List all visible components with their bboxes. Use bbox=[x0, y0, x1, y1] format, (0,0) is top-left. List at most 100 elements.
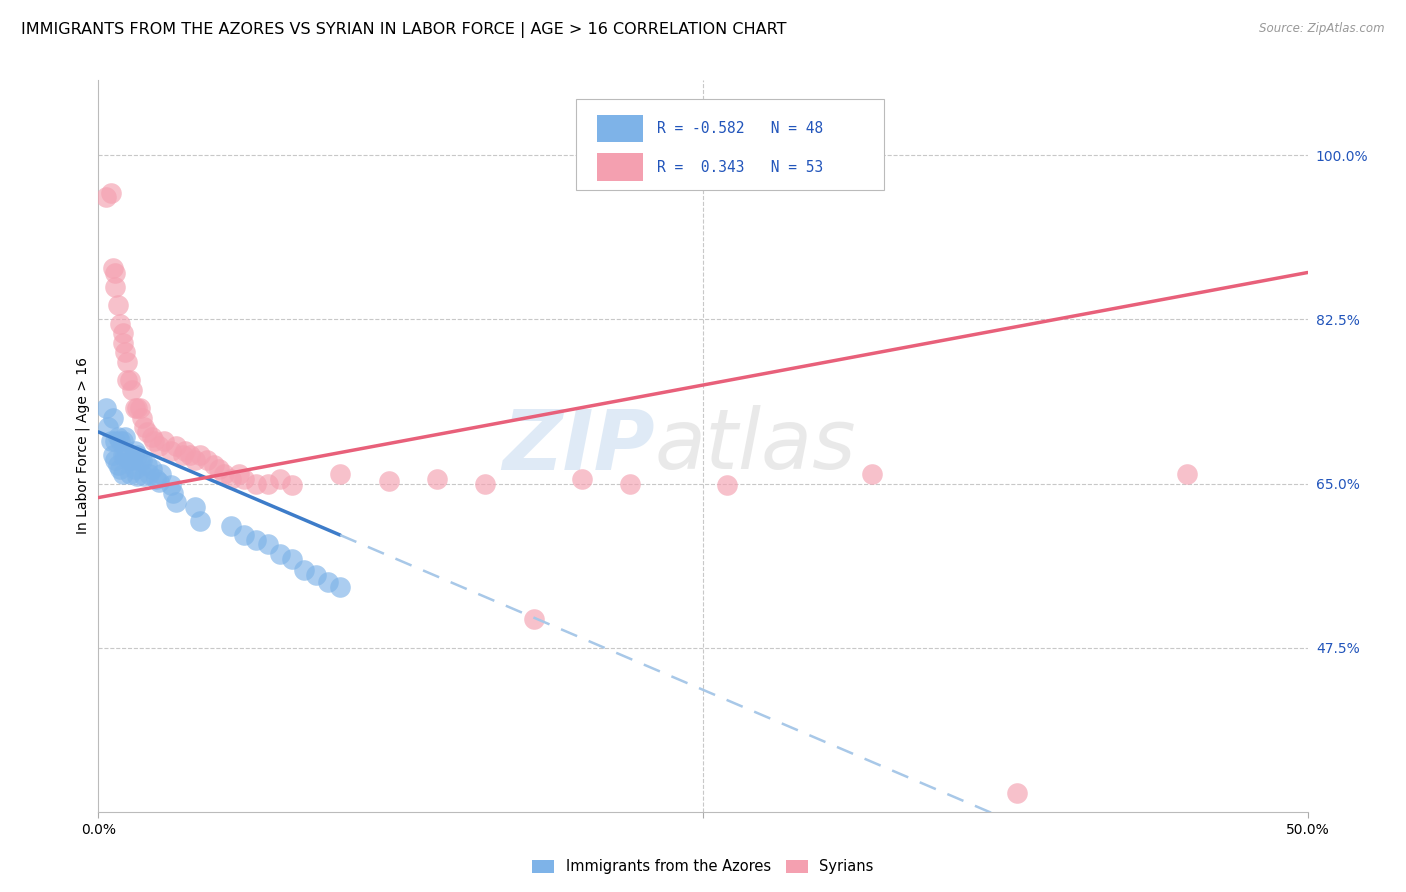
Point bbox=[1007, 786, 1029, 800]
Point bbox=[245, 533, 267, 547]
Point bbox=[101, 260, 124, 275]
Point bbox=[269, 472, 291, 486]
Point bbox=[117, 449, 139, 463]
Point bbox=[108, 434, 131, 449]
Point bbox=[108, 317, 131, 331]
Point bbox=[165, 439, 187, 453]
Legend: Immigrants from the Azores, Syrians: Immigrants from the Azores, Syrians bbox=[527, 854, 879, 880]
Point bbox=[114, 449, 136, 463]
Point bbox=[121, 453, 143, 467]
Point bbox=[245, 476, 267, 491]
Point bbox=[1175, 467, 1198, 482]
Point bbox=[107, 429, 129, 443]
Point bbox=[571, 472, 593, 486]
Text: ZIP: ZIP bbox=[502, 406, 655, 486]
Point bbox=[208, 462, 231, 476]
Point bbox=[117, 354, 139, 368]
Point bbox=[104, 434, 127, 449]
Point bbox=[127, 401, 149, 416]
Point bbox=[329, 580, 352, 594]
Point bbox=[114, 345, 136, 359]
Point bbox=[141, 462, 163, 476]
Point bbox=[212, 467, 235, 482]
Text: R = -0.582   N = 48: R = -0.582 N = 48 bbox=[657, 121, 824, 136]
Point bbox=[184, 500, 207, 514]
Point bbox=[135, 458, 157, 472]
Point bbox=[138, 467, 160, 482]
Point bbox=[292, 563, 315, 577]
Text: R =  0.343   N = 53: R = 0.343 N = 53 bbox=[657, 160, 824, 175]
Point bbox=[172, 449, 194, 463]
Point bbox=[232, 472, 254, 486]
Point bbox=[118, 373, 141, 387]
Point bbox=[184, 453, 207, 467]
Point bbox=[256, 476, 278, 491]
Point bbox=[111, 434, 134, 449]
Point bbox=[281, 551, 304, 566]
Point bbox=[221, 518, 243, 533]
Point bbox=[135, 425, 157, 439]
Point bbox=[188, 449, 211, 463]
Point bbox=[148, 439, 170, 453]
Point bbox=[127, 449, 149, 463]
Point bbox=[165, 495, 187, 509]
Text: IMMIGRANTS FROM THE AZORES VS SYRIAN IN LABOR FORCE | AGE > 16 CORRELATION CHART: IMMIGRANTS FROM THE AZORES VS SYRIAN IN … bbox=[21, 22, 786, 38]
Point bbox=[111, 449, 134, 463]
Y-axis label: In Labor Force | Age > 16: In Labor Force | Age > 16 bbox=[76, 358, 90, 534]
Point bbox=[305, 568, 328, 582]
Point bbox=[256, 537, 278, 551]
Point bbox=[174, 443, 197, 458]
Bar bbox=[596, 114, 643, 143]
Point bbox=[121, 383, 143, 397]
Point bbox=[134, 469, 156, 483]
Point bbox=[104, 266, 127, 280]
Point bbox=[152, 434, 174, 449]
Point bbox=[204, 458, 226, 472]
Point bbox=[860, 467, 883, 482]
Text: atlas: atlas bbox=[655, 406, 856, 486]
Point bbox=[124, 443, 146, 458]
Point bbox=[269, 547, 291, 561]
Point bbox=[150, 467, 173, 482]
Point bbox=[329, 467, 352, 482]
Point bbox=[131, 453, 153, 467]
Point bbox=[101, 410, 124, 425]
Point bbox=[104, 453, 127, 467]
Point bbox=[195, 453, 218, 467]
Point bbox=[179, 449, 201, 463]
Point bbox=[117, 373, 139, 387]
Point bbox=[716, 478, 738, 492]
Point bbox=[377, 474, 399, 488]
Point bbox=[619, 476, 641, 491]
Point bbox=[100, 186, 122, 200]
Point bbox=[107, 298, 129, 312]
Point bbox=[94, 401, 117, 416]
Point bbox=[148, 475, 170, 489]
Point bbox=[162, 486, 184, 500]
Point bbox=[160, 478, 183, 492]
Point bbox=[111, 335, 134, 350]
Point bbox=[111, 326, 134, 341]
Point bbox=[316, 574, 339, 589]
Point bbox=[94, 190, 117, 204]
Point bbox=[143, 434, 166, 449]
Bar bbox=[596, 153, 643, 181]
Point bbox=[100, 434, 122, 449]
Point bbox=[145, 472, 167, 486]
Text: Source: ZipAtlas.com: Source: ZipAtlas.com bbox=[1260, 22, 1385, 36]
Point bbox=[128, 453, 150, 467]
Point bbox=[232, 528, 254, 542]
Point bbox=[107, 458, 129, 472]
Point bbox=[523, 612, 546, 626]
Point bbox=[111, 467, 134, 482]
Point bbox=[141, 429, 163, 443]
Point bbox=[281, 478, 304, 492]
Point bbox=[474, 476, 496, 491]
Point bbox=[118, 467, 141, 482]
Point bbox=[104, 279, 127, 293]
Point bbox=[108, 462, 131, 476]
Point bbox=[188, 514, 211, 528]
Point bbox=[426, 472, 449, 486]
Point bbox=[118, 453, 141, 467]
Point bbox=[134, 420, 156, 434]
